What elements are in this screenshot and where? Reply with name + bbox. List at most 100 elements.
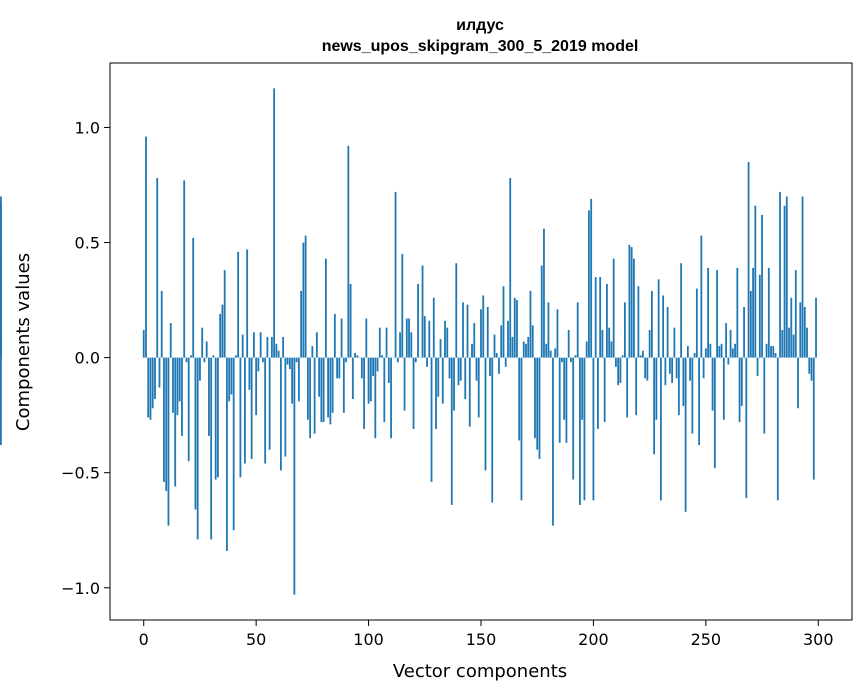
bar: [464, 357, 467, 400]
bar: [734, 343, 736, 358]
bar: [210, 357, 213, 540]
bar: [628, 244, 631, 358]
bar: [306, 357, 309, 420]
bar: [430, 357, 433, 482]
bar: [612, 258, 615, 358]
bar: [432, 297, 435, 358]
bar: [160, 290, 163, 358]
bar: [324, 258, 327, 358]
bar: [208, 357, 210, 436]
bar: [675, 357, 678, 379]
bar: [275, 343, 278, 358]
bar: [360, 357, 363, 379]
bar: [581, 357, 584, 420]
bar: [151, 357, 154, 409]
bar: [453, 357, 455, 411]
bar: [621, 355, 624, 358]
bar: [475, 357, 478, 381]
bar: [248, 357, 251, 390]
bar: [686, 346, 689, 358]
x-tick-label: 150: [466, 630, 497, 649]
bar: [183, 180, 186, 358]
bar: [655, 357, 658, 420]
chart-title: илдус: [456, 17, 504, 34]
bar: [423, 316, 426, 358]
y-tick-label: −1.0: [61, 579, 100, 598]
bar: [313, 357, 316, 434]
bar: [702, 357, 705, 379]
bar: [405, 318, 408, 358]
bar: [513, 297, 516, 358]
bar: [396, 357, 399, 363]
bar: [471, 343, 473, 358]
bar: [592, 357, 595, 501]
bar: [426, 357, 428, 367]
bar: [725, 323, 727, 358]
bar: [747, 161, 750, 358]
bar: [250, 357, 253, 459]
bar: [806, 327, 808, 358]
bar: [713, 357, 716, 469]
bar: [435, 357, 437, 429]
bar: [653, 357, 656, 455]
bar: [338, 357, 341, 379]
bar: [650, 290, 653, 358]
bar: [543, 228, 545, 358]
bar: [414, 357, 417, 363]
bar: [459, 357, 462, 381]
bar: [682, 357, 685, 406]
bar: [644, 357, 647, 379]
bar: [601, 329, 604, 358]
bar: [381, 355, 383, 358]
bar: [286, 357, 289, 365]
chart-subtitle: news_upos_skipgram_300_5_2019 model: [322, 38, 639, 55]
bar: [421, 265, 424, 358]
bar: [302, 242, 305, 358]
bar: [154, 357, 156, 400]
bar: [603, 357, 606, 423]
bar: [624, 302, 626, 358]
bar: [462, 302, 464, 358]
bar: [282, 336, 285, 358]
bar: [279, 357, 282, 471]
y-tick-label: 0.5: [75, 234, 100, 253]
bar: [668, 357, 671, 374]
bar: [590, 198, 593, 358]
bar: [594, 277, 597, 358]
bar: [758, 274, 761, 358]
bar: [190, 355, 192, 358]
bar: [185, 357, 188, 363]
bar: [534, 357, 536, 439]
bar: [772, 346, 775, 358]
y-axis-ticks: −1.0 −0.5 0.0 0.5 1.0: [61, 118, 110, 598]
bar: [165, 357, 168, 492]
bar: [727, 357, 730, 365]
bar: [345, 357, 347, 363]
bar: [509, 178, 512, 358]
bar: [230, 357, 233, 395]
bar: [583, 357, 586, 501]
x-tick-label: 100: [353, 630, 384, 649]
bar: [329, 357, 332, 425]
bar: [502, 286, 505, 358]
bar: [262, 357, 264, 363]
bar: [707, 267, 709, 358]
bar: [498, 357, 500, 374]
bar: [529, 290, 532, 358]
bar: [147, 357, 150, 418]
bar: [486, 306, 489, 358]
bar: [516, 300, 518, 358]
bar: [228, 357, 231, 402]
bar: [237, 251, 240, 358]
bar: [176, 357, 179, 416]
bar: [327, 357, 329, 418]
bar: [428, 320, 431, 358]
bar: [572, 357, 575, 480]
bar: [192, 237, 195, 358]
bar: [709, 343, 712, 358]
bar: [531, 325, 534, 358]
bar: [765, 343, 768, 358]
bar: [172, 357, 174, 413]
bar: [599, 277, 602, 358]
